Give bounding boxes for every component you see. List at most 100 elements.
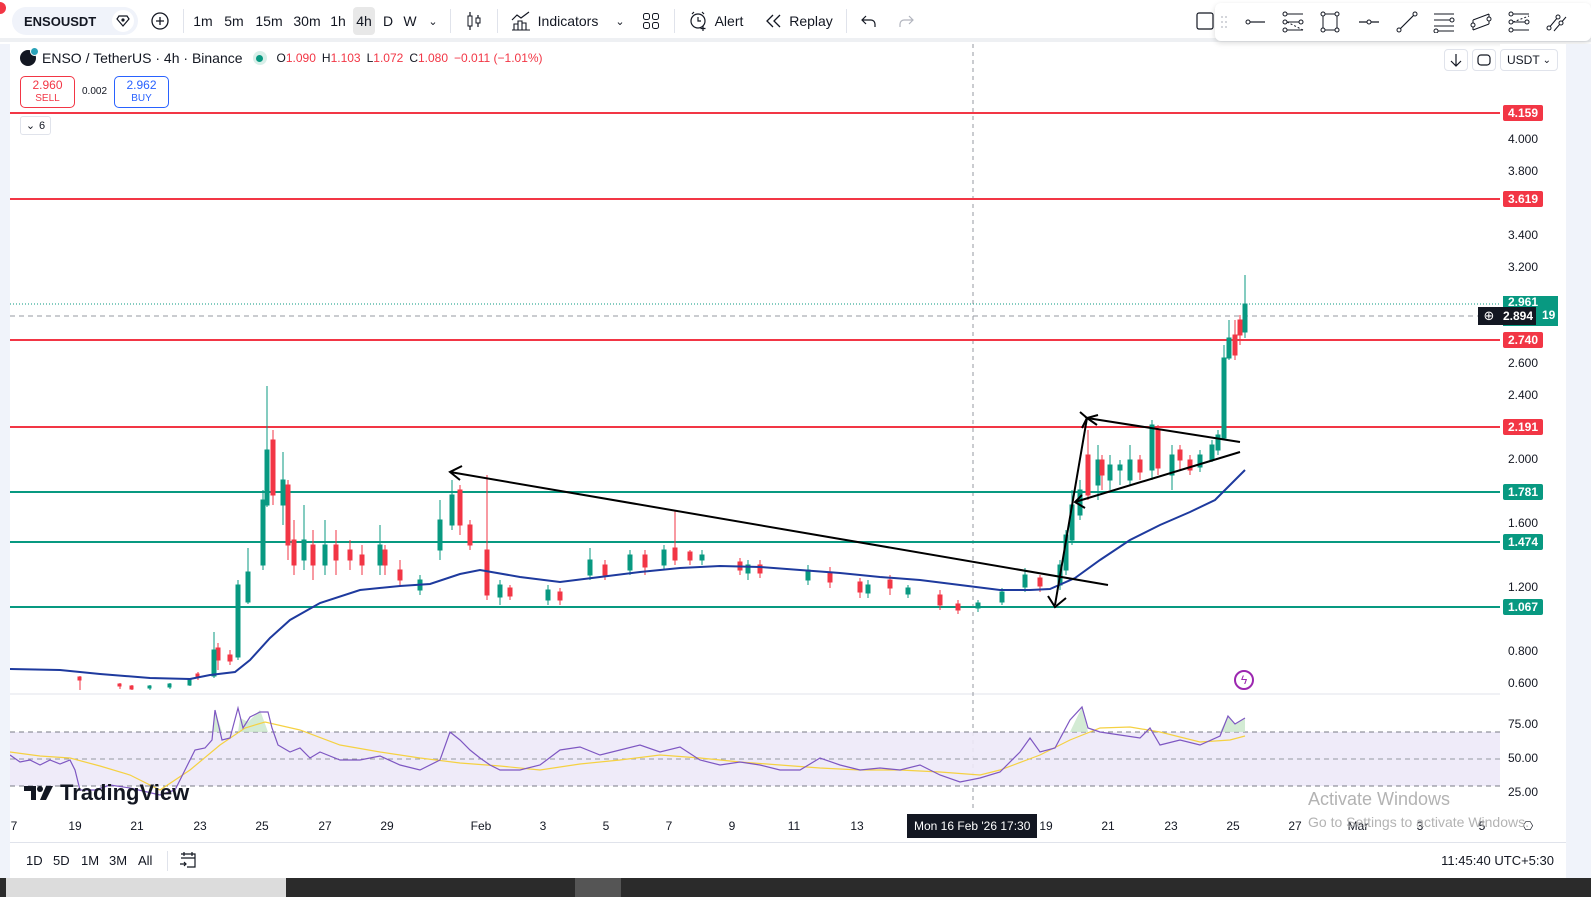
trend-line-icon[interactable] xyxy=(1395,11,1419,33)
price-tick: 3.200 xyxy=(1508,260,1539,274)
arrow-down-icon xyxy=(1450,54,1462,67)
drag-handle-icon[interactable] xyxy=(1219,11,1229,33)
level-label[interactable]: 4.159 xyxy=(1503,105,1543,121)
rsi-tick: 75.00 xyxy=(1508,717,1539,731)
level-label[interactable]: 2.740 xyxy=(1503,332,1543,348)
alert-icon xyxy=(689,11,706,31)
legend-pair[interactable]: ENSO / TetherUS · 4h · Binance xyxy=(42,50,243,66)
drawing-floating-toolbar xyxy=(1215,3,1591,41)
interval-30m[interactable]: 30m xyxy=(293,13,321,29)
crosshair-price-label: ⊕ 2.894 xyxy=(1478,307,1536,325)
scroll-to-latest-button[interactable] xyxy=(1444,49,1468,71)
chart-legend: ENSO / TetherUS · 4h · Binance O1.090 H1… xyxy=(20,47,543,66)
range-3m[interactable]: 3M xyxy=(109,853,128,868)
indicators-icon xyxy=(511,11,530,31)
symbol-search-icon[interactable] xyxy=(112,10,134,32)
interval-w[interactable]: W xyxy=(403,13,417,29)
alert-label: Alert xyxy=(714,13,744,29)
redo-button[interactable] xyxy=(895,7,917,35)
redo-icon xyxy=(899,15,914,27)
level-label[interactable]: 1.781 xyxy=(1503,484,1543,500)
interval-d[interactable]: D xyxy=(382,13,394,29)
drawn-trendlines xyxy=(448,411,1241,609)
undo-button[interactable] xyxy=(858,7,880,35)
interval-4h[interactable]: 4h xyxy=(353,7,375,35)
price-tick: 1.600 xyxy=(1508,516,1539,530)
level-label[interactable]: 3.619 xyxy=(1503,191,1543,207)
price-tick: 0.600 xyxy=(1508,676,1539,690)
range-all[interactable]: All xyxy=(138,853,153,868)
level-label[interactable]: 1.474 xyxy=(1503,534,1543,550)
horizontal-line-icon[interactable] xyxy=(1357,11,1381,33)
range-1d[interactable]: 1D xyxy=(26,853,43,868)
buy-button[interactable]: 2.962 BUY xyxy=(114,76,169,108)
divider xyxy=(674,9,675,33)
auto-scale-button[interactable] xyxy=(1472,49,1496,71)
go-to-date-button[interactable] xyxy=(178,850,198,873)
rsi-ma-line xyxy=(10,721,1246,791)
add-symbol-button[interactable] xyxy=(148,7,172,35)
divider xyxy=(450,9,451,33)
rectangle-tool-button[interactable] xyxy=(1194,7,1216,35)
price-tick: 3.800 xyxy=(1508,164,1539,178)
divider xyxy=(167,851,168,871)
price-tick: 2.000 xyxy=(1508,452,1539,466)
alert-button[interactable]: Alert xyxy=(685,7,747,35)
right-rail xyxy=(1566,44,1591,880)
tradingview-watermark: TradingView xyxy=(24,780,189,806)
indicators-dropdown-icon[interactable]: ⌄ xyxy=(615,15,625,28)
indicators-button[interactable]: Indicators xyxy=(508,7,600,35)
interval-1m[interactable]: 1m xyxy=(193,13,213,29)
windows-activation-overlay: Activate Windows Go to Settings to activ… xyxy=(1308,789,1529,830)
sell-button[interactable]: 2.960 SELL xyxy=(20,76,75,108)
interval-5m[interactable]: 5m xyxy=(224,13,244,29)
taskbar-segment xyxy=(6,878,286,897)
layouts-button[interactable] xyxy=(640,7,662,35)
disjoint-channel-icon[interactable] xyxy=(1545,11,1569,33)
fullscreen-icon xyxy=(1477,54,1491,66)
level-label[interactable]: 1.067 xyxy=(1503,599,1543,615)
replay-button[interactable]: Replay xyxy=(764,7,834,35)
layouts-icon xyxy=(643,13,659,29)
symbol-logo-icon xyxy=(20,47,39,66)
settings-icon[interactable]: ⎔ xyxy=(1522,819,1534,833)
add-alert-plus-icon[interactable]: ⊕ xyxy=(1478,307,1500,325)
interval-15m[interactable]: 15m xyxy=(255,13,283,29)
rectangle-points-icon[interactable] xyxy=(1318,11,1342,33)
os-taskbar xyxy=(0,878,1591,897)
lightning-icon[interactable]: ϟ xyxy=(1234,670,1254,690)
level-label[interactable]: 2.191 xyxy=(1503,419,1543,435)
calendar-goto-icon xyxy=(180,852,196,868)
pitchfork-icon[interactable] xyxy=(1507,11,1531,33)
chart-type-button[interactable] xyxy=(462,7,486,35)
moving-average-line xyxy=(10,469,1246,681)
horizontal-ray-icon[interactable] xyxy=(1243,11,1267,33)
range-5d[interactable]: 5D xyxy=(53,853,70,868)
price-chart-canvas[interactable] xyxy=(10,44,1500,819)
chart-type-candles-icon xyxy=(467,12,481,30)
divider xyxy=(183,9,184,33)
ohlc-values: O1.090 H1.103 L1.072 C1.080 −0.011 (−1.0… xyxy=(276,51,543,65)
interval-1h[interactable]: 1h xyxy=(330,13,346,29)
divider xyxy=(497,9,498,33)
market-status-icon[interactable] xyxy=(252,51,267,65)
parallel-channel-icon[interactable] xyxy=(1469,11,1493,33)
spread-value: 0.002 xyxy=(82,86,108,97)
interval-dropdown-icon[interactable]: ⌄ xyxy=(428,15,438,28)
currency-selector[interactable]: USDT ⌄ xyxy=(1500,49,1558,71)
horizontal-levels xyxy=(10,112,1500,608)
price-tick: 2.400 xyxy=(1508,388,1539,402)
replay-icon xyxy=(766,14,781,28)
crosshair-time-label: Mon 16 Feb '26 17:30 xyxy=(907,814,1038,838)
time-axis[interactable]: 7 19 21 23 25 27 29 Feb 3 5 7 9 11 13 19… xyxy=(10,819,1534,833)
symbol-search-button[interactable]: ENSOUSDT xyxy=(12,7,138,35)
bottom-toolbar: 1D 5D 1M 3M All 11:45:40 UTC+5:30 xyxy=(10,842,1566,878)
range-1m[interactable]: 1M xyxy=(81,853,100,868)
fib-retracement-icon[interactable] xyxy=(1281,11,1305,33)
parallel-lines-icon[interactable] xyxy=(1432,11,1456,33)
indicators-collapse-toggle[interactable]: ⌄ 6 xyxy=(20,116,51,135)
clock-timezone[interactable]: 11:45:40 UTC+5:30 xyxy=(1441,853,1554,868)
tradingview-logo-icon xyxy=(24,786,53,800)
chevron-down-icon: ⌄ xyxy=(1542,54,1551,66)
